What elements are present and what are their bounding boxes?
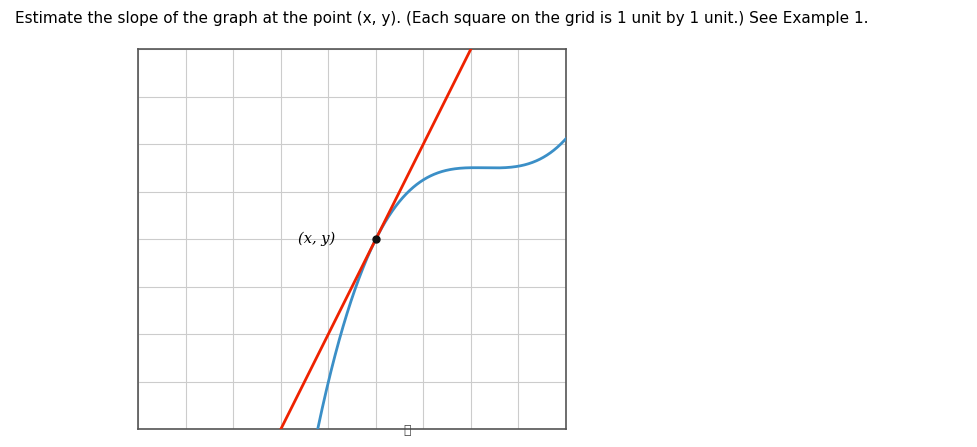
Text: ⓘ: ⓘ <box>404 424 410 437</box>
Text: (x, y): (x, y) <box>298 232 335 246</box>
Text: Estimate the slope of the graph at the point (x, y). (Each square on the grid is: Estimate the slope of the graph at the p… <box>15 11 868 26</box>
